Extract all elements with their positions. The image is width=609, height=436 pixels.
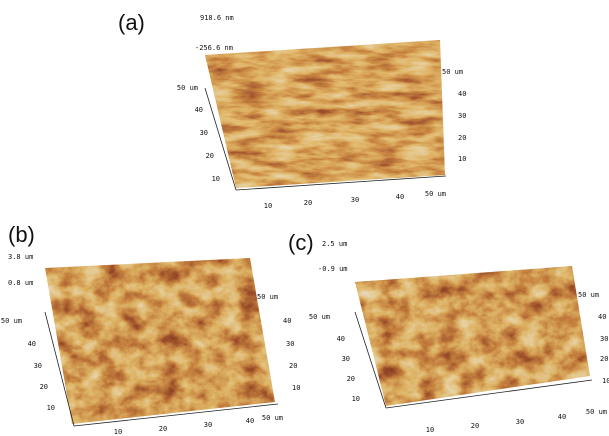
bottom-tick-label: 50 um xyxy=(262,414,283,422)
bottom-tick-label: 40 xyxy=(558,413,566,421)
right-tick-label: 10 xyxy=(292,384,300,392)
z-top-label: 3.8 um xyxy=(8,253,33,261)
bottom-tick-label: 20 xyxy=(304,199,312,207)
right-tick-label: 40 xyxy=(283,317,291,325)
left-tick-label: 30 xyxy=(200,129,208,137)
z-bottom-label: 0.8 um xyxy=(8,279,33,287)
left-tick-label: 20 xyxy=(206,152,214,160)
right-tick-label: 50 um xyxy=(578,291,599,299)
left-tick-label: 20 xyxy=(347,375,355,383)
left-tick-label: 10 xyxy=(47,404,55,412)
right-tick-label: 50 um xyxy=(442,68,463,76)
bottom-tick-label: 30 xyxy=(204,421,212,429)
right-tick-label: 20 xyxy=(600,355,608,363)
figure: (a) 918.6 nm -256.6 nm 50 um 40 30 20 10 50 um 40… xyxy=(0,0,609,436)
right-tick-label: 30 xyxy=(600,335,608,343)
surface-shade xyxy=(205,40,445,188)
z-top-label: 2.5 um xyxy=(322,240,347,248)
right-tick-label: 30 xyxy=(458,112,466,120)
left-tick-label: 50 um xyxy=(1,317,22,325)
bottom-tick-label: 10 xyxy=(114,428,122,436)
panel-label: (a) xyxy=(118,10,145,35)
left-tick-label: 20 xyxy=(40,383,48,391)
right-tick-label: 40 xyxy=(458,90,466,98)
left-tick-label: 10 xyxy=(212,175,220,183)
left-tick-label: 50 um xyxy=(309,313,330,321)
panel-label: (b) xyxy=(8,222,35,247)
left-tick-label: 40 xyxy=(337,335,345,343)
surface-shade xyxy=(45,258,275,424)
panel-label: (c) xyxy=(288,230,314,255)
right-tick-label: 20 xyxy=(458,134,466,142)
bottom-tick-label: 20 xyxy=(471,422,479,430)
afm-surfaces xyxy=(45,40,592,426)
left-tick-label: 40 xyxy=(195,106,203,114)
bottom-tick-label: 50 um xyxy=(586,408,607,416)
bottom-tick-label: 30 xyxy=(516,418,524,426)
z-bottom-label: -256.6 nm xyxy=(195,44,233,52)
right-tick-label: 50 um xyxy=(257,293,278,301)
left-tick-label: 10 xyxy=(352,395,360,403)
right-tick-label: 20 xyxy=(289,362,297,370)
bottom-tick-label: 10 xyxy=(426,426,434,434)
bottom-tick-label: 50 um xyxy=(425,190,446,198)
right-tick-label: 10 xyxy=(458,155,466,163)
left-tick-label: 30 xyxy=(342,355,350,363)
right-tick-label: 10 xyxy=(602,377,609,385)
left-tick-label: 50 um xyxy=(177,84,198,92)
right-tick-label: 30 xyxy=(286,340,294,348)
left-tick-label: 30 xyxy=(34,362,42,370)
z-bottom-label: -0.9 um xyxy=(318,265,348,273)
bottom-tick-label: 40 xyxy=(396,193,404,201)
bottom-tick-label: 40 xyxy=(246,417,254,425)
z-top-label: 918.6 nm xyxy=(200,14,234,22)
bottom-tick-label: 30 xyxy=(351,196,359,204)
left-tick-label: 40 xyxy=(28,340,36,348)
bottom-tick-label: 10 xyxy=(264,202,272,210)
right-tick-label: 40 xyxy=(598,313,606,321)
bottom-tick-label: 20 xyxy=(159,425,167,433)
